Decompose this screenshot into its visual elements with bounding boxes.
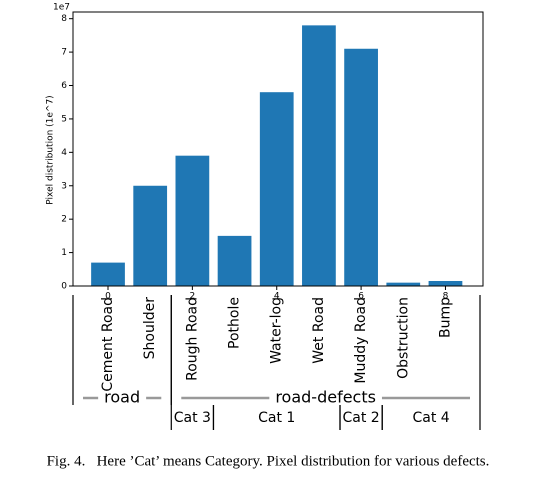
y-tick-label: 5 <box>61 114 67 124</box>
y-tick-label: 1 <box>61 248 67 258</box>
y-tick-label: 0 <box>61 282 67 292</box>
category-label: Cement Road <box>100 297 116 392</box>
bar <box>91 262 125 286</box>
bar <box>428 280 463 286</box>
y-tick-label: 8 <box>61 14 67 24</box>
x-tick-label: 2 <box>190 292 196 302</box>
group-label: Cat 2 <box>342 410 379 426</box>
plot-frame <box>72 11 484 287</box>
category-label: Shoulder <box>142 297 158 360</box>
group-label: Cat 4 <box>412 410 449 426</box>
group-label: Cat 3 <box>174 410 211 426</box>
category-label: Wet Road <box>311 297 327 364</box>
y-axis-label: Pixel distribution (1e^7) <box>46 95 56 204</box>
y-tick-label: 4 <box>61 148 67 158</box>
bar <box>133 185 168 286</box>
x-tick-label: 0 <box>105 292 111 302</box>
category-label: Bump <box>437 297 453 338</box>
bar <box>386 282 421 286</box>
category-label: Rough Road <box>184 297 200 381</box>
x-tick-label: 6 <box>358 292 364 302</box>
y-tick-label: 6 <box>61 81 67 91</box>
x-tick-label: 8 <box>443 292 449 302</box>
bar <box>344 48 378 286</box>
category-label: Muddy Road <box>353 297 369 384</box>
category-label: Obstruction <box>395 297 411 379</box>
bar <box>217 235 252 286</box>
group-label: Cat 1 <box>258 410 295 426</box>
x-tick-label: 4 <box>274 292 280 302</box>
group-label: road-defects <box>275 388 376 407</box>
category-label: Pothole <box>227 297 243 349</box>
y-tick-label: 2 <box>61 215 67 225</box>
y-tick-label: 7 <box>61 48 67 58</box>
bar <box>302 25 336 287</box>
caption: Fig. 4. Here ’Cat’ means Category. Pixel… <box>47 453 490 469</box>
category-label: Water-log <box>269 297 285 364</box>
bar <box>259 92 294 286</box>
offset-label: 1e7 <box>53 3 70 13</box>
group-label: road <box>104 388 140 407</box>
y-tick-label: 3 <box>61 181 67 191</box>
bar <box>175 155 210 286</box>
